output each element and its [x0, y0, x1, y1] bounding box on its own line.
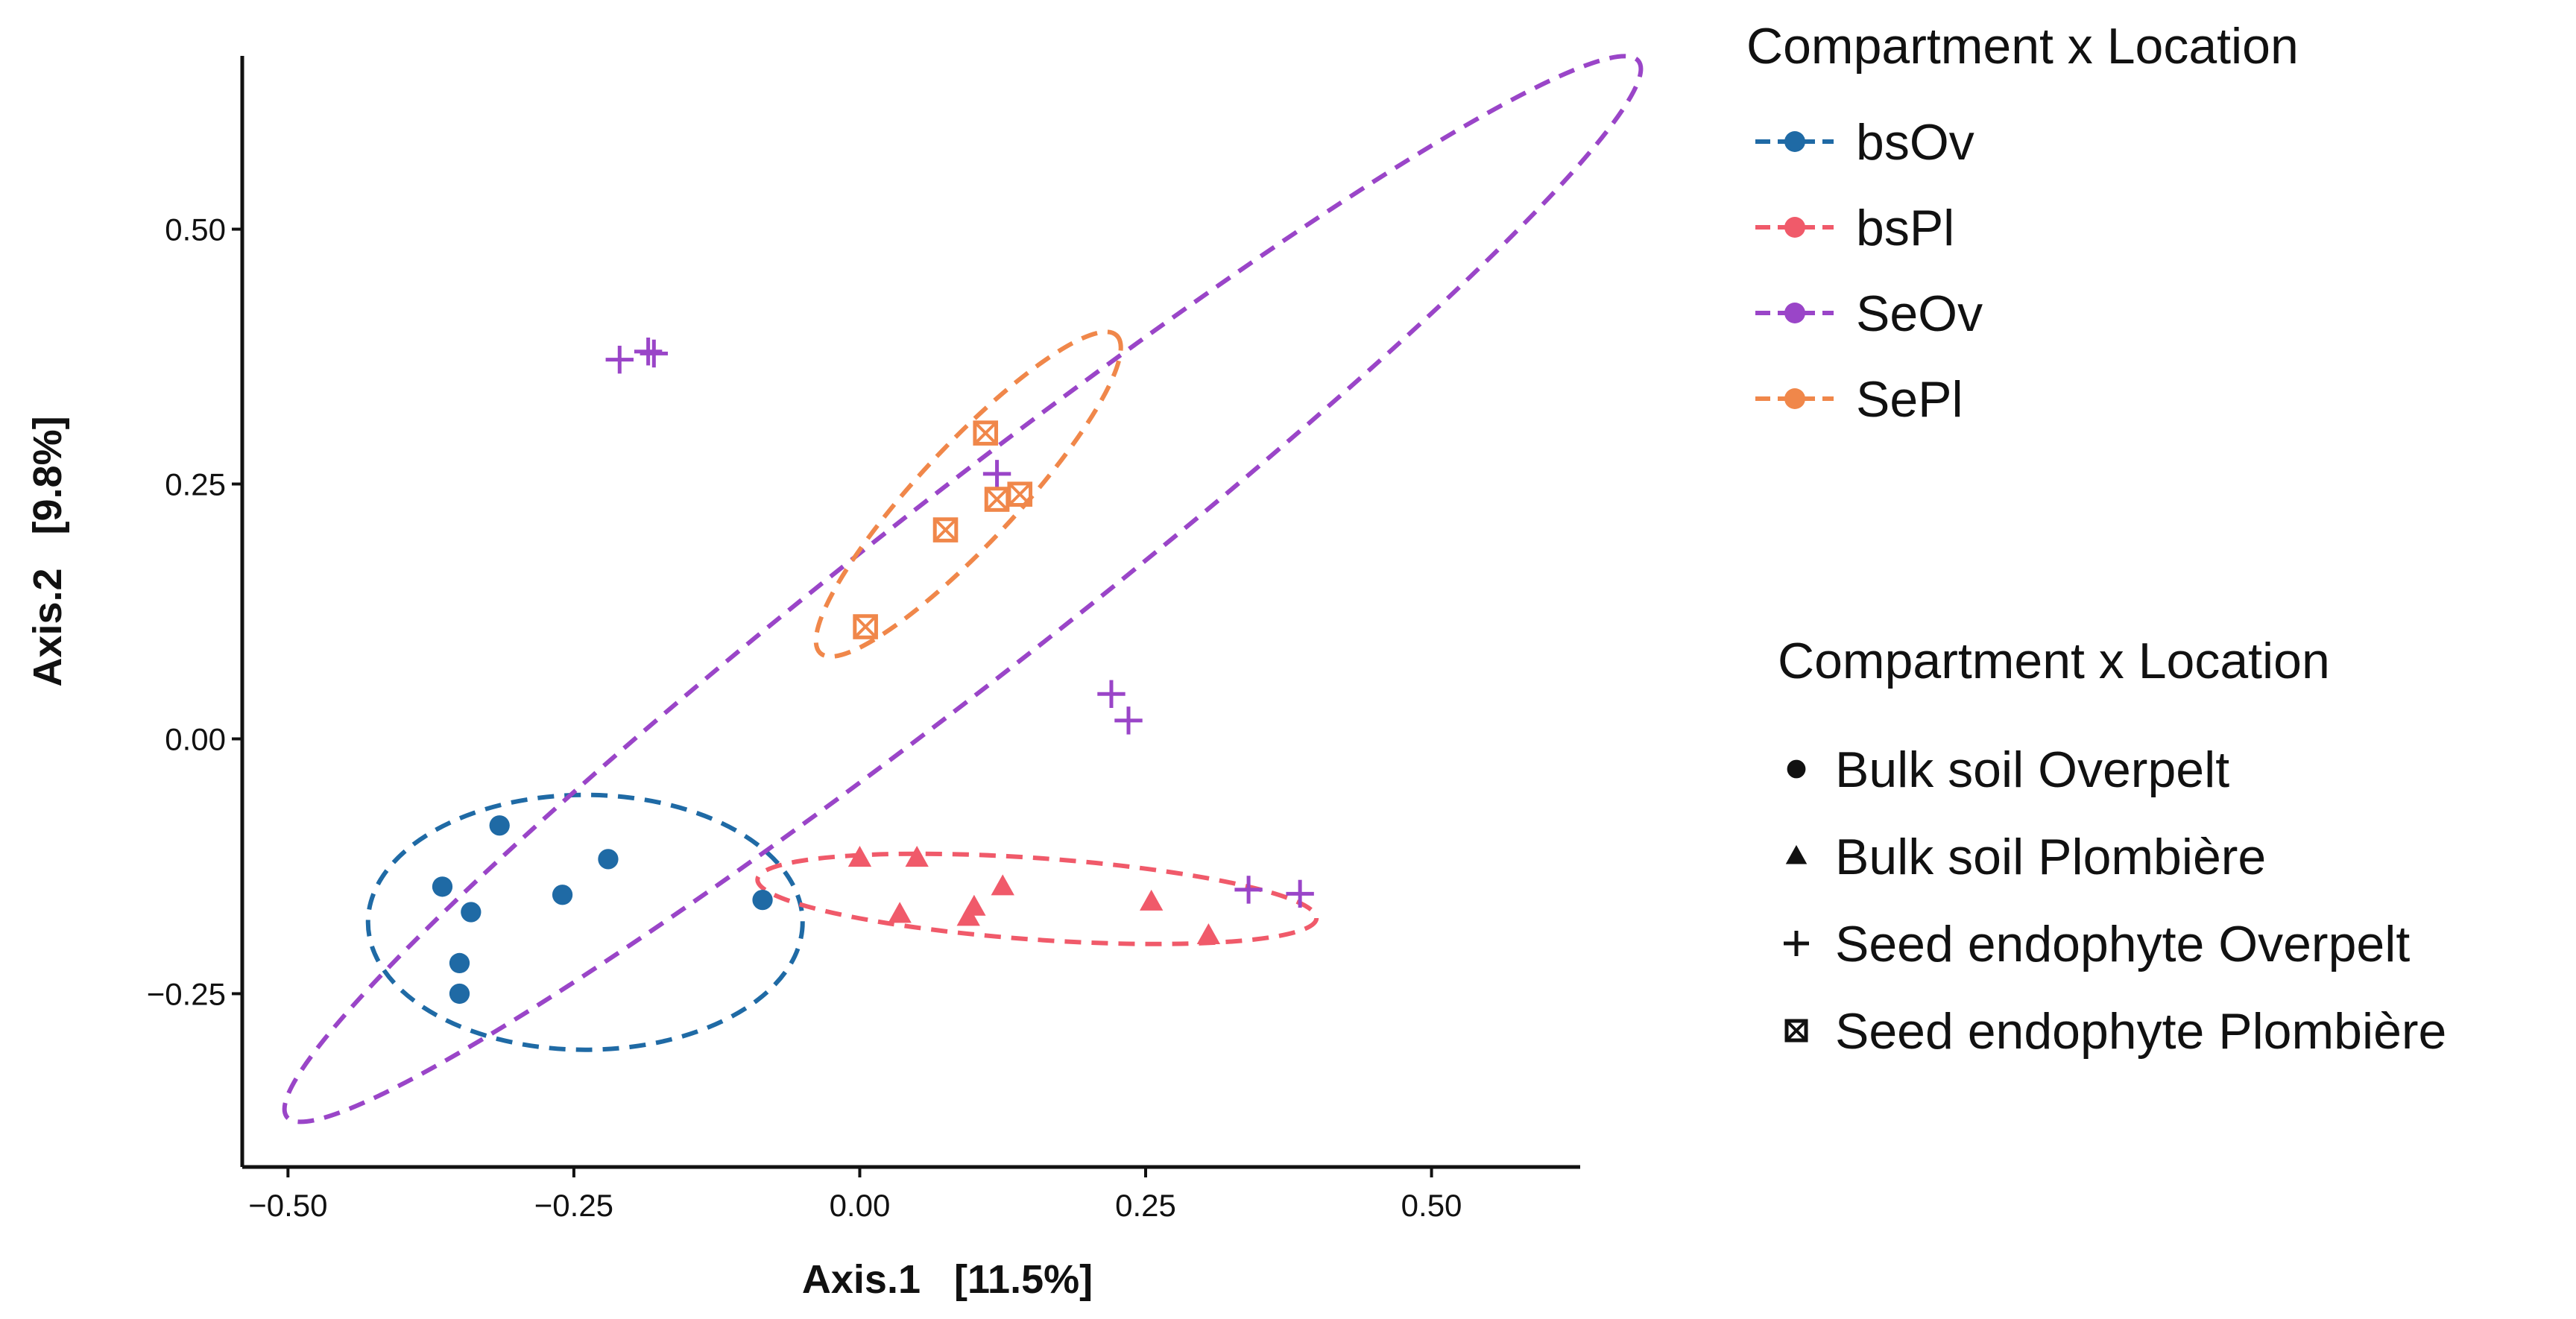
ellipse-bsov [365, 792, 805, 1052]
color-legend-item-sepl: SePl [1755, 371, 1963, 428]
x-tick-label: −0.25 [534, 1188, 613, 1223]
point-bspl-3 [991, 874, 1014, 896]
shape-legend-item-2: Bulk soil Plombière [1785, 829, 2266, 885]
legend-key-dot [1784, 303, 1805, 323]
y-tick-label: 0.25 [165, 467, 226, 502]
point-sepl-3 [1007, 481, 1033, 507]
point-bspl-6 [888, 902, 912, 923]
shape-legend-key-triangle [1785, 845, 1808, 864]
shape-legend-key-boxed-x [1784, 1019, 1808, 1043]
color-legend-label: SePl [1856, 371, 1963, 428]
point-sepl-4 [932, 517, 959, 543]
color-legend-item-bspl: bsPl [1755, 200, 1954, 256]
x-tick-label: 0.00 [830, 1188, 891, 1223]
x-tick-label: 0.50 [1401, 1188, 1462, 1223]
shape-legend-key-circle [1787, 759, 1806, 779]
shape-legend-title: Compartment x Location [1778, 633, 2330, 689]
point-bsov-1 [489, 815, 510, 836]
legend-key-dot [1784, 131, 1805, 152]
point-bsov-3 [432, 876, 453, 897]
point-seov-2 [634, 337, 663, 366]
color-legend-label: SeOv [1856, 285, 1983, 342]
x-tick-label: −0.50 [248, 1188, 327, 1223]
data-points [432, 337, 1314, 1005]
color-legend-label: bsPl [1856, 200, 1954, 256]
confidence-ellipses [282, 54, 1644, 1125]
x-tick-label: 0.25 [1115, 1188, 1176, 1223]
y-tick-label: −0.25 [147, 976, 226, 1011]
legend-key-dot [1784, 388, 1805, 409]
point-bsov-7 [449, 952, 470, 974]
point-bspl-7 [1140, 889, 1164, 911]
point-seov-8 [1286, 879, 1314, 908]
point-bsov-5 [552, 885, 573, 905]
point-seov-4 [982, 460, 1011, 488]
shape-legend-label: Seed endophyte Plombière [1835, 1003, 2446, 1060]
shape-legend-item-4: Seed endophyte Plombière [1784, 1003, 2446, 1060]
shape-legend-label: Bulk soil Overpelt [1835, 741, 2229, 798]
point-bsov-2 [598, 849, 619, 870]
point-bspl-2 [905, 846, 929, 867]
y-tick-label: 0.50 [165, 212, 226, 247]
point-seov-5 [1097, 680, 1126, 708]
point-seov-1 [605, 345, 634, 374]
point-bspl-5 [956, 905, 980, 926]
shape-legend: Compartment x Location Bulk soil Overpel… [1778, 633, 2446, 1060]
y-tick-label: 0.00 [165, 721, 226, 756]
point-seov-7 [1234, 876, 1263, 904]
point-bspl-1 [847, 846, 872, 867]
shape-legend-item-1: Bulk soil Overpelt [1787, 741, 2229, 798]
x-axis-title: Axis.1 [11.5%] [802, 1257, 1093, 1302]
color-legend-label: bsOv [1856, 114, 1974, 171]
shape-legend-label: Bulk soil Plombière [1835, 829, 2266, 885]
shape-legend-label: Seed endophyte Overpelt [1835, 916, 2410, 972]
ellipse-seov [282, 54, 1644, 1125]
point-bsov-6 [752, 889, 773, 911]
color-legend-item-bsov: bsOv [1755, 114, 1974, 171]
ellipse-bspl [755, 851, 1319, 946]
point-sepl-5 [853, 614, 878, 639]
ellipse-sepl [813, 329, 1123, 660]
color-legend: Compartment x Location bsOv bsPl SeOv SePl [1746, 18, 2299, 428]
axes [240, 56, 1580, 1169]
point-bspl-8 [1196, 923, 1221, 945]
legend-key-dot [1784, 217, 1805, 238]
point-sepl-2 [984, 487, 1010, 512]
point-seov-6 [1114, 706, 1143, 735]
shape-legend-key-plus [1784, 931, 1809, 956]
color-legend-title: Compartment x Location [1746, 18, 2299, 75]
color-legend-item-seov: SeOv [1755, 285, 1983, 342]
point-sepl-1 [973, 420, 999, 446]
shape-legend-item-3: Seed endophyte Overpelt [1784, 916, 2410, 972]
point-seov-3 [640, 339, 669, 368]
point-bsov-4 [461, 902, 482, 923]
point-bsov-8 [449, 983, 470, 1005]
axis-ticks: −0.50 −0.25 0.00 0.25 0.50 −0.25 0.00 0.25 0.50 [147, 212, 1462, 1223]
y-axis-title: Axis.2 [9.8%] [25, 416, 70, 686]
